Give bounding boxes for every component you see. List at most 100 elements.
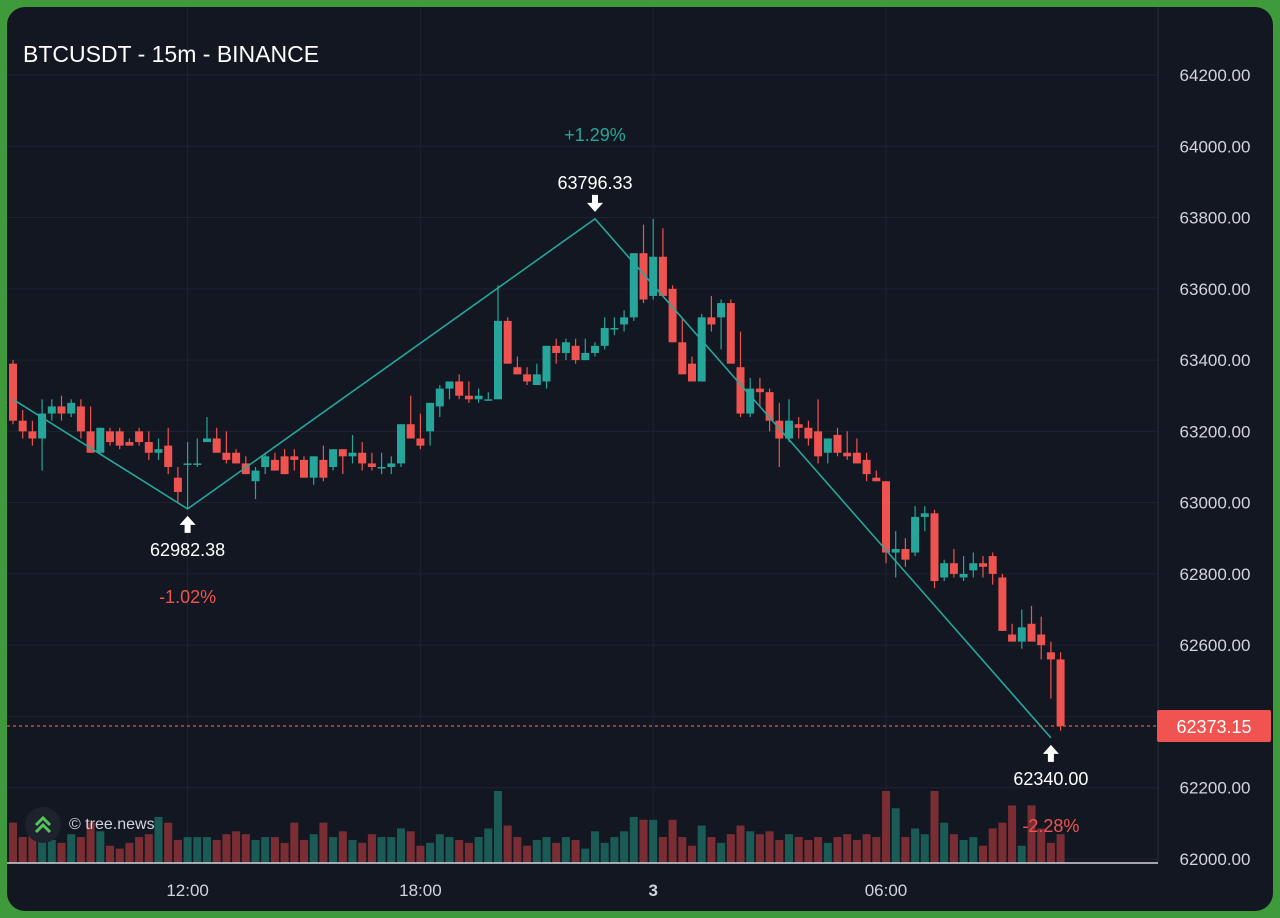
volume-bar [600,842,609,863]
candle-body [280,456,289,475]
volume-bar [552,842,561,863]
volume-bar [571,839,580,863]
volume-bar [726,834,735,863]
candle-body [561,342,570,353]
volume-bar [164,822,173,863]
candle-body [164,445,173,467]
volume-bar [1008,805,1017,863]
candle-body [154,449,163,453]
volume-bar [251,839,260,863]
price-tick-label: 63600.00 [1180,280,1251,299]
volume-bar [455,839,464,863]
candle-body [28,431,37,439]
volume-bar [523,845,532,863]
candle-body [629,253,638,318]
volume-bar [804,839,813,863]
candle-body [920,513,929,517]
candle-body [106,431,114,443]
volume-bar [959,839,968,863]
price-tick-label: 62800.00 [1180,565,1251,584]
volume-bar [843,834,852,863]
volume-bar [911,828,920,863]
candle-body [329,449,338,467]
volume-bar [775,839,784,863]
volume-bar [649,819,658,863]
candle-body [930,513,939,582]
swing-percent-label: -2.28% [1022,816,1079,836]
volume-bar [658,837,667,863]
candle-body [377,467,386,469]
candle-body [86,431,95,453]
candle-body [901,548,910,560]
last-price-label: 62373.15 [1176,717,1251,737]
price-axis: 64200.00 64000.00 63800.00 63600.00 63400.00… [1157,7,1271,869]
candle-body [1027,623,1036,642]
volume-bar [38,828,47,863]
volume-bar [1017,845,1026,863]
candle-body [668,288,677,343]
volume-bar [542,837,551,863]
chart-frame: 62982.38 -1.02% 63796.33 +1.29% 62340.00 -2.2… [7,7,1273,911]
volume-bar [338,831,347,863]
swing-zigzag-line [12,217,1052,739]
volume-bar [203,837,211,863]
candle-body [358,452,367,464]
price-tick-label: 63400.00 [1180,351,1251,370]
candle-body [843,452,852,457]
volume-bar [435,834,444,863]
candle-body [290,456,299,460]
volume-bar [484,828,493,863]
candle-body [688,363,696,382]
price-tick-label: 64200.00 [1180,66,1251,85]
volume-bar [154,816,163,863]
candle-body [1056,659,1065,727]
candle-body [610,328,619,330]
candle-body [911,516,920,553]
volume-bar [309,834,318,863]
volume-bar [300,839,308,863]
volume-bar [397,828,405,863]
volume-bar [358,842,367,863]
candle-body [435,388,444,407]
volume-bar [862,834,871,863]
volume-bar [426,842,435,863]
candle-body [203,438,211,443]
swing-arrow-up-icon [179,515,196,533]
volume-bars [9,791,1065,863]
volume-bar [979,845,987,863]
candle-body [173,477,182,492]
volume-bar [940,822,949,863]
candle-body [658,256,667,296]
volume-bar [920,834,929,863]
candle-body [455,381,464,396]
watermark-text: © tree.news [69,816,155,833]
candle-body [969,563,978,571]
candle-body [581,352,590,361]
candle-body [523,374,532,382]
tree-news-logo-icon [25,807,61,843]
candle-body [445,381,454,389]
volume-bar [261,837,270,863]
candle-body [552,345,561,353]
volume-bar [183,837,192,863]
volume-bar [532,839,541,863]
candle-body [67,402,76,414]
candle-body [979,563,987,567]
volume-bar [144,834,153,863]
price-tick-label: 64000.00 [1180,137,1251,156]
volume-bar [135,837,144,863]
last-price-badge [1157,710,1271,743]
volume-bar [814,837,823,863]
price-tick-label: 63200.00 [1180,422,1251,441]
candle-body [193,463,202,465]
candle-body [241,463,250,475]
time-axis: 12:00 18:00 3 06:00 [7,862,1158,900]
candle-body [862,459,871,475]
candle-body [988,556,997,574]
swing-price-label: 63796.33 [557,173,632,193]
volume-bar [833,837,842,863]
volume-bar [755,834,764,863]
candle-body [76,406,85,432]
volume-bar [1046,842,1055,863]
volume-bar [717,842,726,863]
